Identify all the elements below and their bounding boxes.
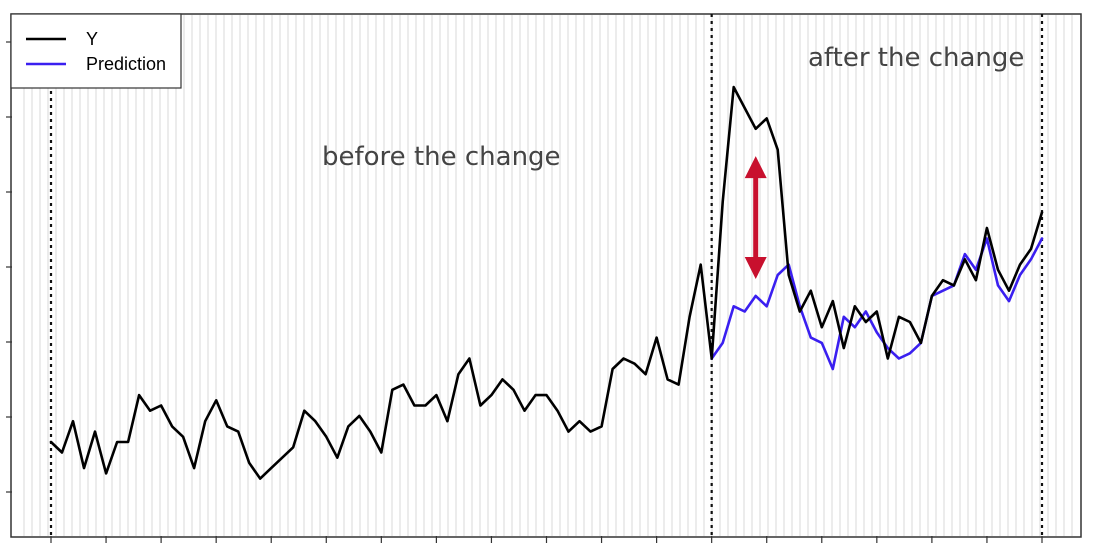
gap-arrow-head-up xyxy=(744,156,767,179)
gap-arrow-head-down xyxy=(744,257,767,279)
annotation-before-change: before the change xyxy=(322,142,561,172)
series-line-y xyxy=(49,85,1044,480)
series-line-prediction xyxy=(710,237,1044,371)
y-axis-ticks xyxy=(6,41,12,493)
background-stripes xyxy=(23,15,1073,536)
legend: Y Prediction xyxy=(10,13,182,89)
series-layer xyxy=(49,85,1044,480)
annotation-after-change: after the change xyxy=(808,43,1024,73)
legend-box xyxy=(10,13,182,89)
gap-arrow xyxy=(744,156,767,279)
legend-label-prediction: Prediction xyxy=(86,54,166,74)
change-point-lines xyxy=(49,14,1044,537)
x-axis-ticks xyxy=(50,536,1043,543)
legend-label-y: Y xyxy=(86,29,98,49)
